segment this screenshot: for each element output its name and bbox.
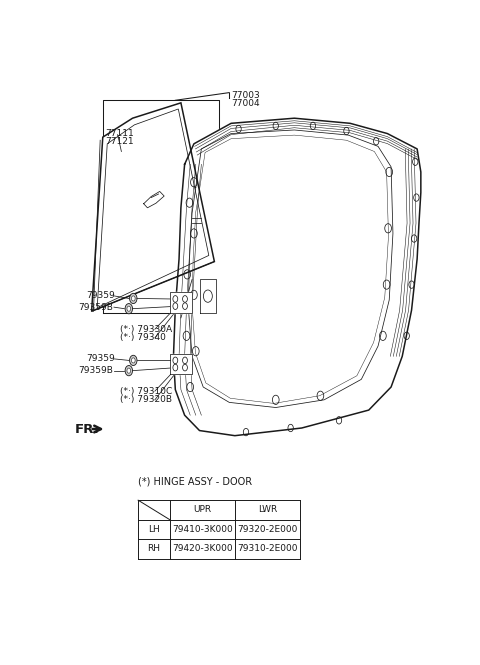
Polygon shape (170, 293, 192, 313)
Circle shape (132, 358, 135, 363)
Circle shape (132, 296, 135, 301)
Circle shape (130, 293, 137, 303)
Text: 77111: 77111 (106, 129, 134, 138)
Circle shape (127, 368, 131, 373)
Text: RH: RH (147, 545, 160, 553)
Text: LWR: LWR (258, 505, 277, 515)
Text: 79359: 79359 (86, 354, 115, 363)
Text: FR.: FR. (75, 422, 100, 436)
Text: 79420-3K000: 79420-3K000 (172, 545, 233, 553)
Text: (*·) 79310C: (*·) 79310C (120, 386, 172, 396)
Polygon shape (173, 118, 421, 436)
Text: (*·) 79340: (*·) 79340 (120, 333, 166, 342)
Text: (*·) 79330A: (*·) 79330A (120, 325, 172, 334)
Circle shape (130, 355, 137, 366)
Text: 77121: 77121 (106, 137, 134, 146)
PathPatch shape (92, 103, 215, 311)
Text: 79359B: 79359B (79, 366, 113, 375)
Circle shape (125, 366, 132, 376)
Text: 77003: 77003 (231, 91, 260, 100)
Text: (*) HINGE ASSY - DOOR: (*) HINGE ASSY - DOOR (138, 477, 252, 487)
Text: 77004: 77004 (231, 98, 260, 108)
Circle shape (127, 306, 131, 311)
Circle shape (125, 303, 132, 314)
Text: 79320-2E000: 79320-2E000 (237, 525, 298, 534)
Polygon shape (170, 354, 192, 374)
Text: LH: LH (148, 525, 160, 534)
Text: 79310-2E000: 79310-2E000 (237, 545, 298, 553)
Text: 79359: 79359 (86, 291, 115, 301)
Text: (*·) 79320B: (*·) 79320B (120, 395, 171, 404)
Text: UPR: UPR (193, 505, 211, 515)
Text: 79410-3K000: 79410-3K000 (172, 525, 233, 534)
Text: 79359B: 79359B (79, 303, 113, 312)
